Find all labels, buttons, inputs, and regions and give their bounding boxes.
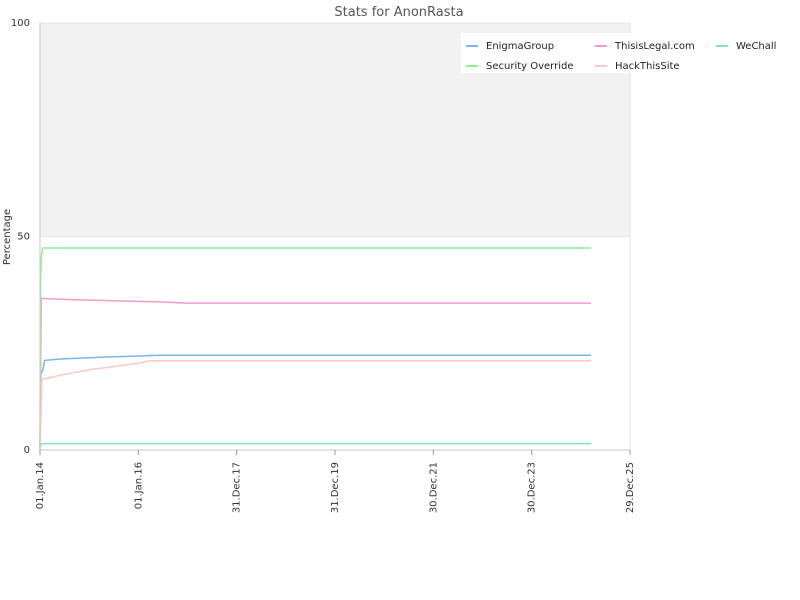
x-tick-label: 30.Dec.23 (527, 462, 538, 513)
x-tick-label: 31.Dec.19 (330, 462, 341, 513)
series-line-enigmagroup (39, 354, 592, 451)
series-line-thisislegal-com (39, 297, 592, 451)
x-tick-label: 01.Jan.16 (133, 462, 144, 509)
x-tick-label: 29.Dec.25 (625, 462, 636, 513)
legend-label: WeChall (736, 41, 776, 52)
y-axis-label: Percentage (2, 209, 13, 265)
y-tick-label: 50 (17, 232, 30, 243)
legend: EnigmaGroup ThisisLegal.com WeChall Securit… (461, 33, 781, 73)
legend-box (461, 33, 781, 73)
y-tick-label: 100 (11, 18, 30, 29)
legend-label: HackThisSite (615, 61, 680, 72)
series-line-hackthissite (39, 360, 592, 451)
legend-label: Security Override (486, 61, 574, 72)
chart-title: Stats for AnonRasta (334, 5, 463, 20)
x-tick-label: 01.Jan.14 (35, 462, 46, 509)
x-tick-label: 31.Dec.17 (232, 462, 243, 513)
legend-label: ThisisLegal.com (614, 41, 695, 52)
x-tick-label: 30.Dec.21 (428, 462, 439, 513)
plot-lower-band (40, 236, 630, 450)
legend-label: EnigmaGroup (486, 41, 554, 52)
y-tick-label: 0 (24, 445, 30, 456)
